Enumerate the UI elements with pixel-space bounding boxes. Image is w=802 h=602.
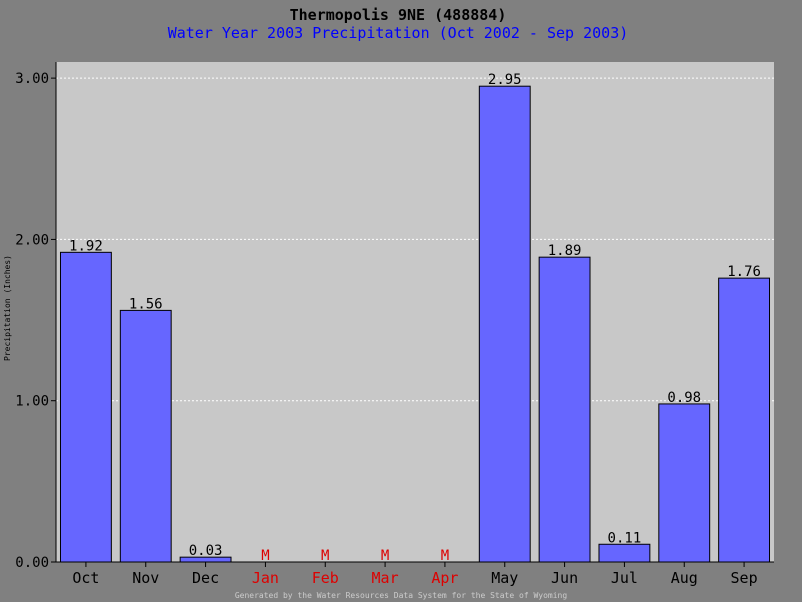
data-label-aug: 0.98	[667, 390, 701, 406]
bar-sep	[718, 277, 771, 563]
x-tick-label-jan: Jan	[252, 569, 279, 587]
data-label-jul: 0.11	[608, 530, 642, 546]
data-label-jun: 1.89	[548, 243, 582, 259]
x-tick-label-jul: Jul	[611, 569, 638, 587]
x-tick-label-mar: Mar	[372, 569, 399, 587]
x-ticks: Oct Nov Dec Jan Feb Mar Apr May Jun Jul Aug Sep	[72, 562, 758, 587]
x-tick-label-sep: Sep	[731, 569, 758, 587]
x-tick-label-jun: Jun	[551, 569, 578, 587]
x-tick-label-dec: Dec	[192, 569, 219, 587]
data-label-feb: M	[321, 548, 329, 564]
y-tick-label: 1.00	[15, 394, 49, 410]
data-label-mar: M	[381, 548, 389, 564]
bar-nov	[119, 309, 172, 563]
bar-aug	[658, 403, 711, 563]
data-label-dec: 0.03	[189, 543, 223, 559]
x-tick-label-feb: Feb	[312, 569, 339, 587]
y-tick-label: 3.00	[15, 71, 49, 87]
chart-subtitle: Water Year 2003 Precipitation (Oct 2002 …	[168, 24, 629, 42]
bar-may	[478, 85, 531, 563]
x-tick-label-apr: Apr	[431, 569, 458, 587]
y-tick-label: 2.00	[15, 232, 49, 248]
bars: 1.92 1.56 0.03 M M M M 2.95 1.89 0.11 0.98 1.76	[59, 72, 771, 564]
data-label-nov: 1.56	[129, 296, 163, 312]
chart-title: Thermopolis 9NE (488884)	[290, 6, 507, 24]
data-label-apr: M	[441, 548, 449, 564]
x-tick-label-oct: Oct	[72, 569, 99, 587]
data-label-sep: 1.76	[727, 264, 761, 280]
y-tick-label: 0.00	[15, 555, 49, 571]
y-ticks: 0.00 1.00 2.00 3.00	[15, 71, 56, 571]
bar-oct	[59, 251, 112, 563]
footer-note: Generated by the Water Resources Data Sy…	[235, 591, 568, 600]
x-tick-label-may: May	[491, 569, 518, 587]
data-label-jan: M	[261, 548, 269, 564]
plot-background	[56, 62, 774, 562]
x-tick-label-aug: Aug	[671, 569, 698, 587]
bar-jul	[598, 543, 651, 563]
x-tick-label-nov: Nov	[132, 569, 159, 587]
y-axis-label: Precipitation (Inches)	[3, 255, 12, 361]
data-label-may: 2.95	[488, 72, 522, 88]
data-label-oct: 1.92	[69, 238, 103, 254]
bar-jun	[538, 256, 591, 563]
